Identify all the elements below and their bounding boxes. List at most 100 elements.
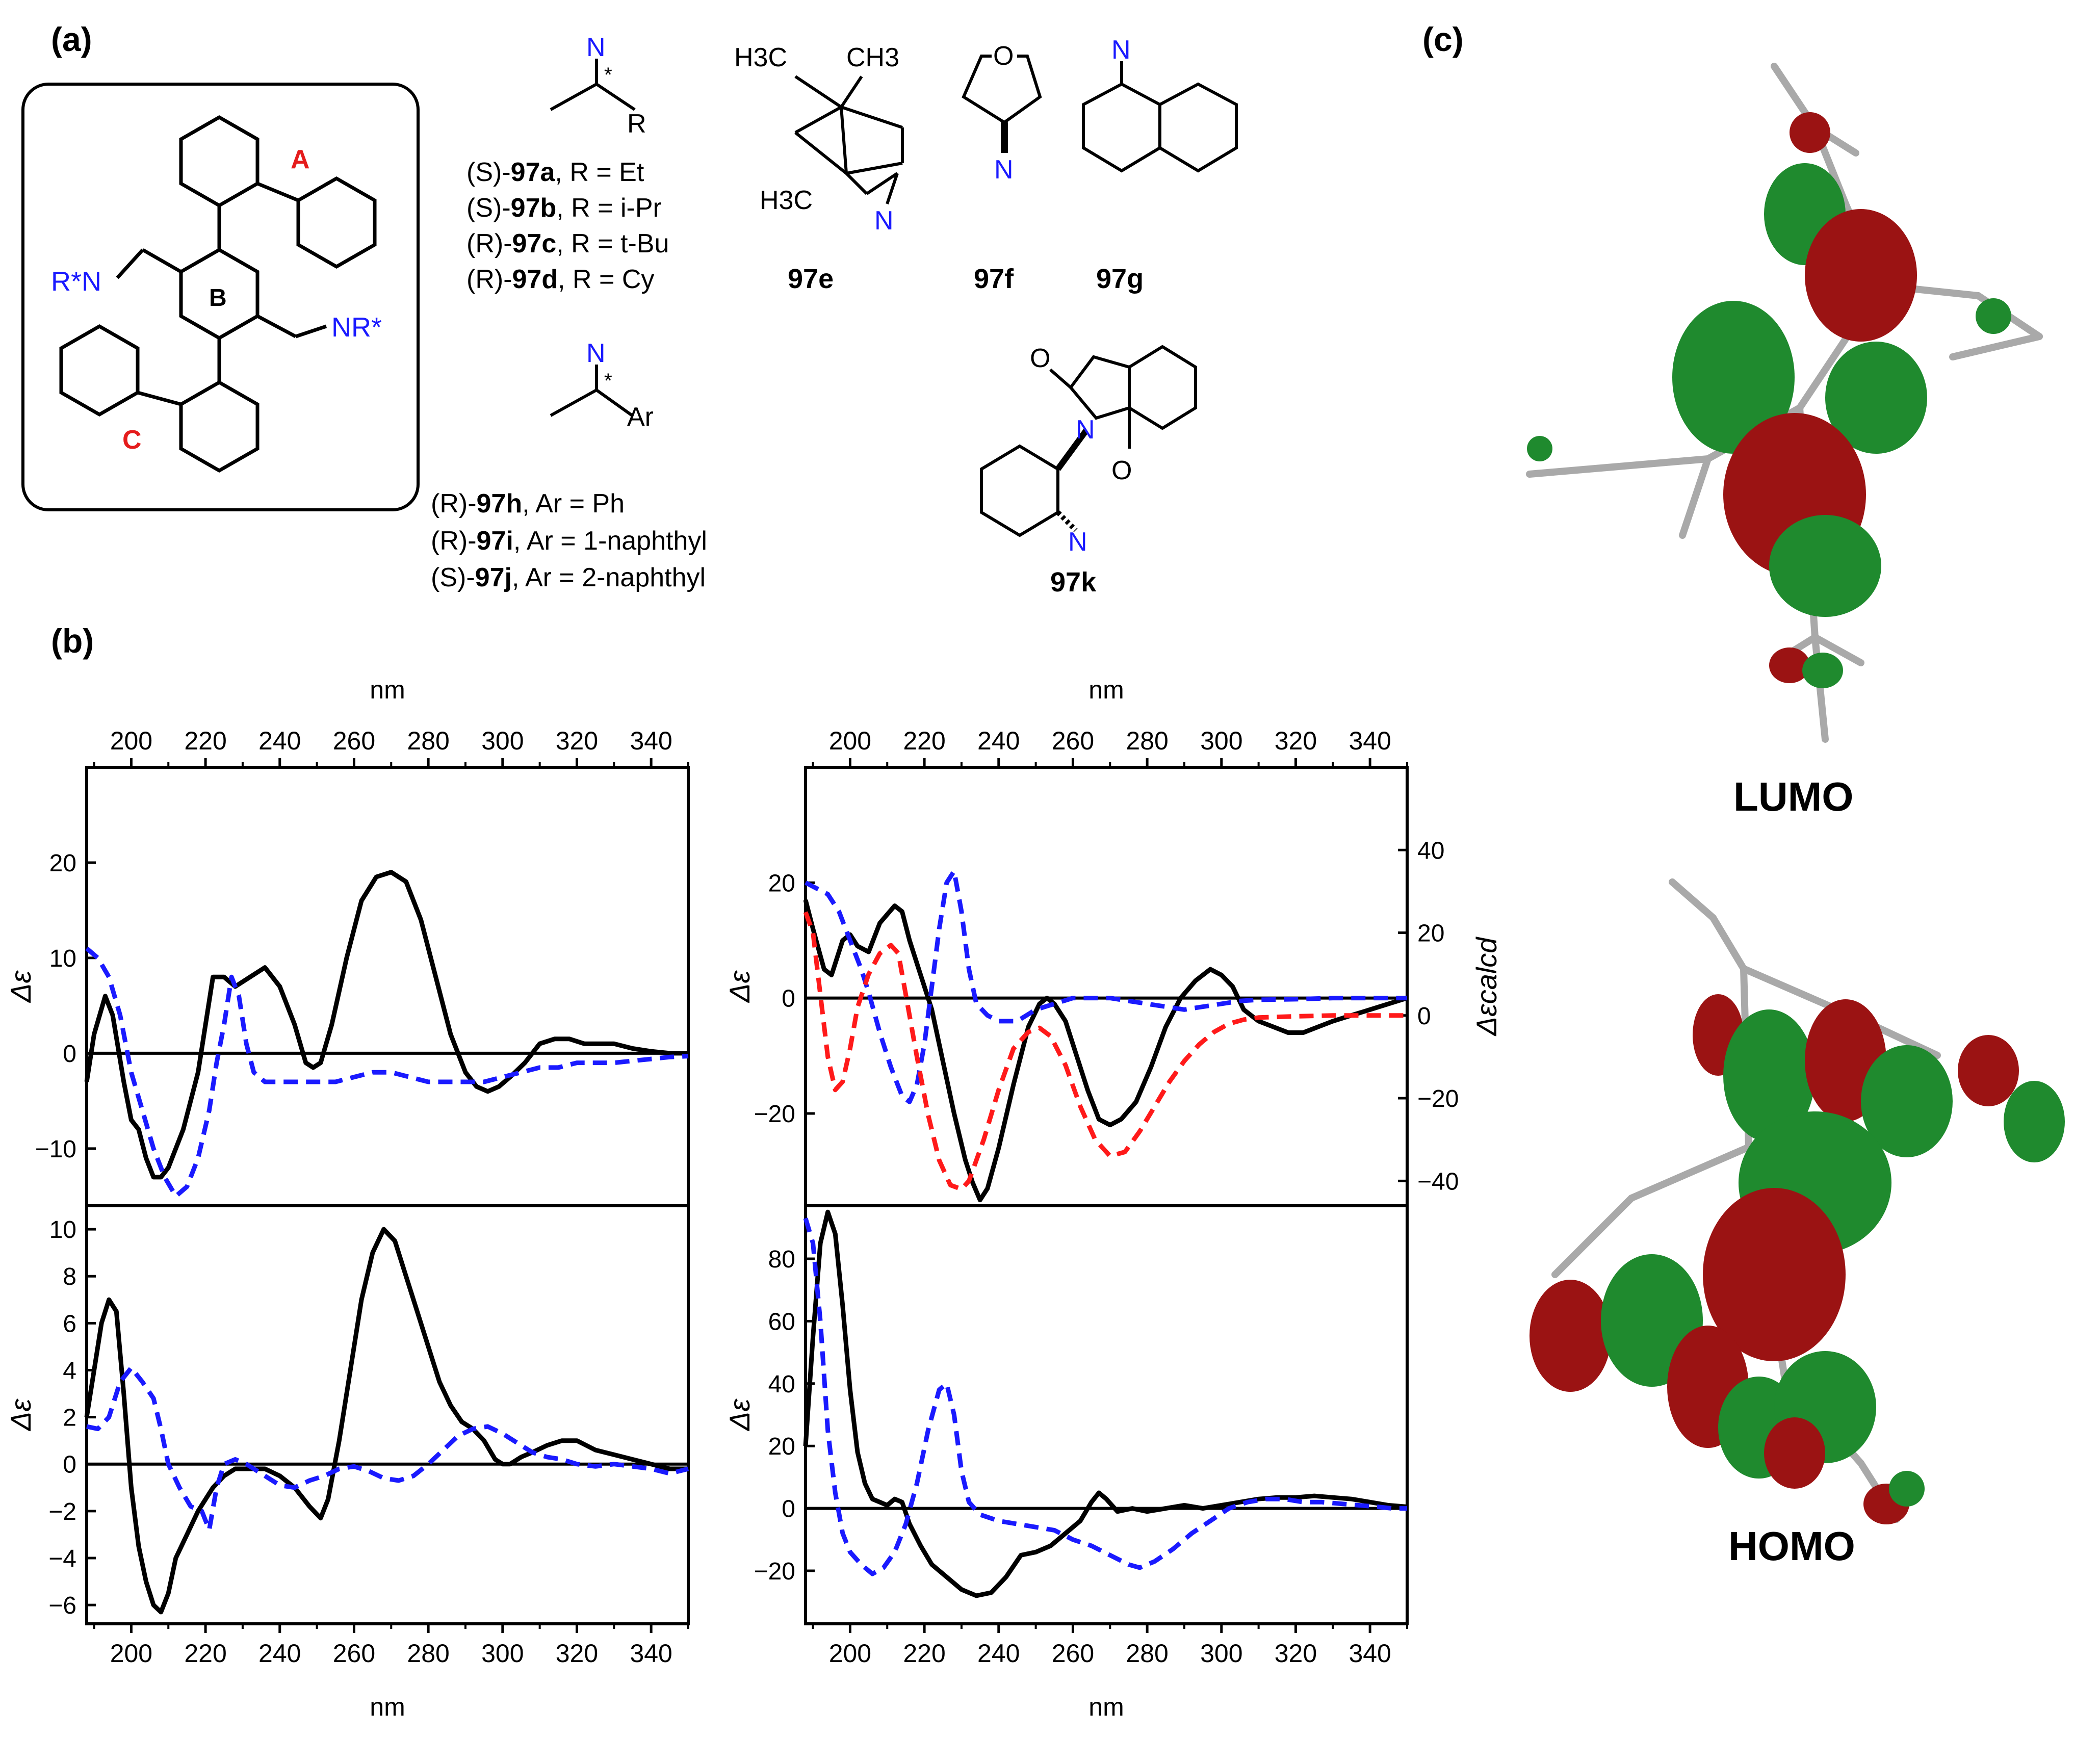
scaffold-ring-top — [179, 115, 260, 208]
y-tick-label: 20 — [768, 1433, 795, 1460]
x-tick-label: 320 — [1275, 1639, 1317, 1668]
amine-97f: O N 97f — [962, 41, 1042, 294]
x-tick-label: 200 — [110, 1639, 152, 1668]
y-axis-title: Δε — [723, 970, 756, 1004]
x-tick-label: 340 — [630, 727, 672, 755]
x-tick-label: 340 — [1349, 727, 1391, 755]
svg-text:CH3: CH3 — [846, 43, 899, 72]
y-tick-label: 0 — [63, 1451, 76, 1479]
svg-text:(R)-97h, Ar = Ph: (R)-97h, Ar = Ph — [431, 489, 625, 518]
x-tick-label: 200 — [110, 727, 152, 755]
y-tick-label: −4 — [48, 1545, 76, 1572]
amine-alkyl-n: N — [586, 33, 606, 62]
y-axis-title: Δε — [5, 1398, 37, 1432]
homo-label: HOMO — [1728, 1523, 1855, 1569]
y-tick-label: −20 — [754, 1101, 795, 1128]
lumo-label: LUMO — [1733, 774, 1854, 819]
svg-text:H3C: H3C — [760, 186, 813, 215]
svg-text:N: N — [874, 206, 894, 236]
svg-text:(R)-97d, R = Cy: (R)-97d, R = Cy — [466, 265, 654, 294]
panel-label-c: (c) — [1422, 20, 1464, 58]
y-tick-label: 0 — [782, 1496, 795, 1523]
x-tick-label: 240 — [977, 1639, 1020, 1668]
y-right-tick-label: −20 — [1417, 1085, 1459, 1112]
y-tick-label: 40 — [768, 1371, 795, 1398]
svg-text:(S)-97b, R = i-Pr: (S)-97b, R = i-Pr — [466, 193, 662, 223]
x-tick-label: 220 — [184, 1639, 226, 1668]
x-tick-label: 220 — [903, 1639, 945, 1668]
scaffold-label-a: A — [291, 145, 310, 174]
y-right-tick-label: 20 — [1417, 920, 1444, 947]
amine-97e: H3C CH3 H3C N 97e — [734, 43, 904, 294]
y-right-tick-label: 40 — [1417, 837, 1444, 864]
y-right-axis-title: Δεcalcd — [1470, 937, 1502, 1037]
cd-series-line-0 — [803, 1209, 1408, 1598]
plot-frame — [804, 1204, 1409, 1625]
x-tick-label: 200 — [829, 1639, 871, 1668]
amine-entry-97c: (R)-97c, R = t-Bu — [466, 229, 669, 258]
scaffold-label-b: B — [209, 284, 227, 312]
y-tick-label: 8 — [63, 1263, 76, 1290]
scaffold-ring-a — [296, 176, 377, 269]
svg-text:(S)-97a, R = Et: (S)-97a, R = Et — [466, 158, 644, 187]
cd-series-line-1 — [85, 946, 689, 1199]
scaffold-substituent-right: NR* — [331, 312, 382, 343]
svg-text:N: N — [1111, 35, 1131, 65]
cd-chart-bottom-left: 200 220 240 260 280 300 320 340 nm −6 −4 −2 0 2 4 6 8 10 Δ… — [5, 1204, 690, 1721]
x-tick-label: 300 — [481, 1639, 524, 1668]
amine-97g: N 97g — [1082, 35, 1238, 294]
y-tick-label: 0 — [63, 1041, 76, 1068]
y-right-tick-label: 0 — [1417, 1003, 1431, 1030]
cd-chart-top-left: 200 220 240 260 280 300 320 340 nm −10 0 10 20 Δε — [5, 676, 690, 1207]
x-tick-label: 240 — [258, 1639, 301, 1668]
cd-series-line-0 — [84, 1227, 688, 1615]
lumo-orbital-render — [1526, 63, 2043, 743]
x-tick-label: 240 — [258, 727, 301, 755]
y-tick-label: 20 — [49, 850, 76, 877]
cd-chart-top-right: 200 220 240 260 280 300 320 340nm−20020Δε−40−20… — [723, 676, 1502, 1207]
svg-text:N: N — [1076, 415, 1095, 445]
svg-text:N: N — [586, 339, 606, 368]
x-tick-label: 300 — [1200, 727, 1242, 755]
x-tick-label: 260 — [333, 1639, 375, 1668]
scaffold-ring-c — [59, 324, 140, 417]
amine-97f-label: 97f — [974, 264, 1014, 294]
x-tick-label: 340 — [630, 1639, 672, 1668]
cd-series-line-1 — [804, 869, 1407, 1104]
x-tick-label: 320 — [556, 727, 598, 755]
amine-97k: O O N N 97k — [980, 344, 1197, 598]
x-tick-label: 220 — [903, 727, 945, 755]
amine-entry-97a: (S)-97a, R = Et — [466, 158, 644, 187]
y-tick-label: −2 — [48, 1498, 76, 1525]
scaffold-ring-bottom — [179, 380, 260, 473]
cd-series-line-1 — [86, 1365, 689, 1533]
svg-text:H3C: H3C — [734, 43, 787, 72]
y-tick-label: 4 — [63, 1357, 76, 1384]
amine-generic-alkyl: N * R — [550, 33, 646, 139]
y-tick-label: −10 — [35, 1136, 76, 1163]
svg-text:(S)-97j, Ar = 2-naphthyl: (S)-97j, Ar = 2-naphthyl — [431, 563, 706, 592]
scaffold-substituent-left: R*N — [51, 266, 101, 297]
y-axis-title: Δε — [5, 970, 37, 1004]
y-tick-label: −20 — [754, 1558, 795, 1585]
amine-entry-97b: (S)-97b, R = i-Pr — [466, 193, 662, 223]
cd-series-line-0 — [803, 899, 1408, 1203]
amine-97g-label: 97g — [1096, 264, 1144, 294]
panel-label-a: (a) — [51, 20, 92, 58]
x-tick-label: 240 — [977, 727, 1020, 755]
amine-list-alkyl: (S)-97a, R = Et (S)-97b, R = i-Pr (R)-97… — [466, 158, 669, 294]
x-tick-label: 280 — [1126, 727, 1168, 755]
x-tick-label: 300 — [1200, 1639, 1242, 1668]
x-tick-label: 260 — [333, 727, 375, 755]
amine-alkyl-star: * — [604, 64, 612, 86]
x-axis-title: nm — [370, 1693, 405, 1721]
y-axis-title: Δε — [723, 1398, 756, 1432]
svg-text:O: O — [993, 41, 1014, 71]
y-right-tick-label: −40 — [1417, 1168, 1459, 1195]
y-tick-label: 10 — [49, 945, 76, 972]
scaffold-frame — [21, 83, 420, 511]
x-tick-label: 260 — [1052, 727, 1094, 755]
svg-text:(R)-97c, R = t-Bu: (R)-97c, R = t-Bu — [466, 229, 669, 258]
x-tick-label: 220 — [184, 727, 226, 755]
